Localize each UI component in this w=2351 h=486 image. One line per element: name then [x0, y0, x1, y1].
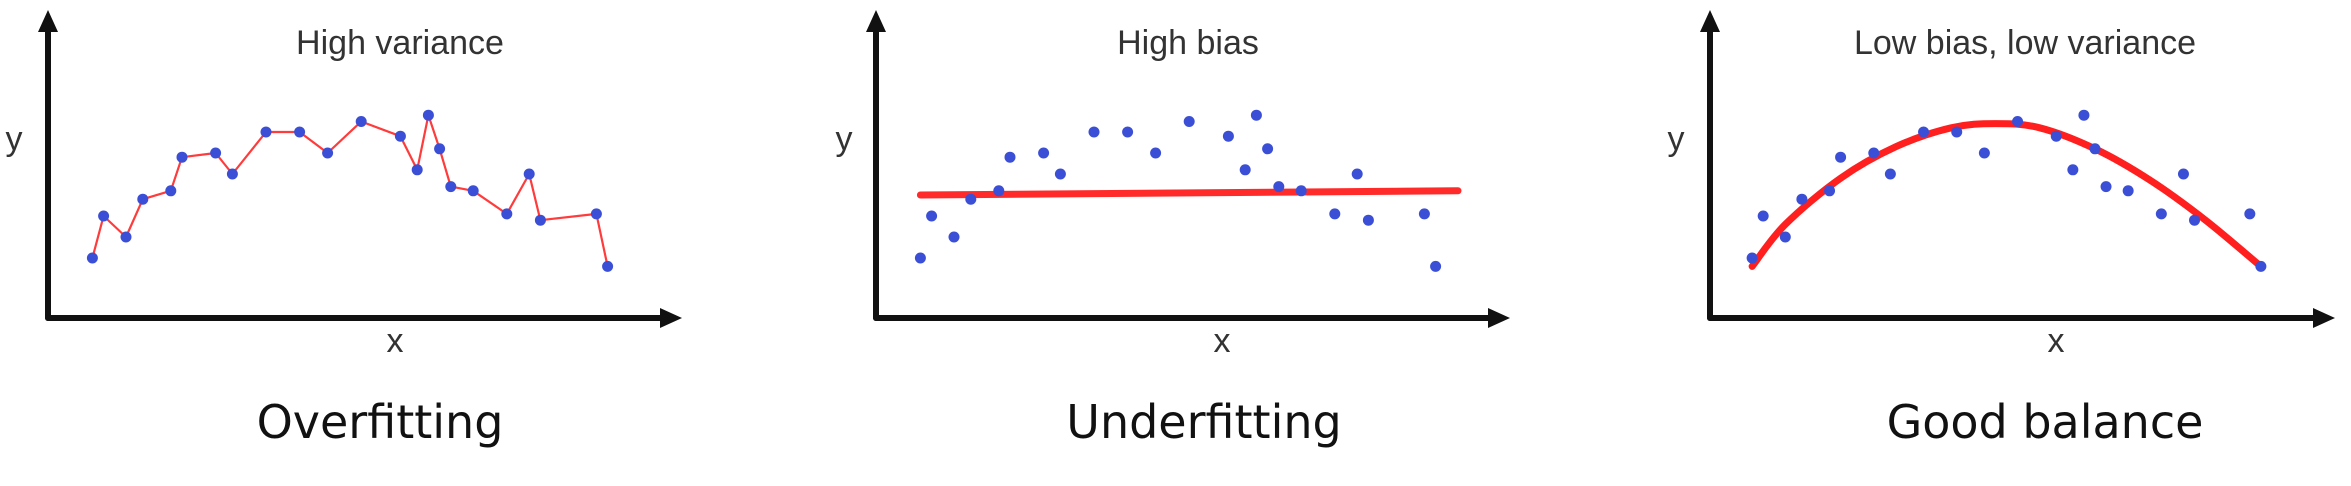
data-point [1951, 126, 1963, 138]
data-point [914, 252, 926, 264]
data-point [1122, 126, 1134, 138]
data-point [2100, 181, 2112, 193]
data-point [2244, 208, 2256, 220]
data-point [1796, 193, 1808, 205]
data-point [2089, 143, 2101, 155]
data-point [1329, 208, 1341, 220]
data-point [2255, 260, 2267, 272]
data-point [1351, 168, 1363, 180]
panel-caption: Underfitting [1066, 395, 1341, 449]
data-point [294, 126, 306, 138]
panel-caption: Good balance [1887, 395, 2204, 449]
data-point [2012, 116, 2024, 127]
panel-good-balance: Low bias, low variance y x Good balance [1668, 10, 2335, 449]
data-point [1824, 185, 1836, 197]
y-axis-label: y [1668, 120, 1685, 158]
data-point [2122, 185, 2134, 197]
data-point [2189, 214, 2201, 226]
plot-area [1746, 109, 2267, 272]
data-point [1239, 164, 1251, 176]
y-axis-label: y [836, 120, 853, 158]
plot-area [914, 109, 1462, 272]
panel-title: High bias [1117, 24, 1259, 62]
data-point [1746, 252, 1758, 264]
data-point [355, 116, 367, 127]
panel-underfitting: High bias y x Underfitting [836, 10, 1510, 449]
data-point [590, 208, 602, 220]
panel-caption: Overfitting [257, 395, 504, 449]
x-axis-arrow [1488, 308, 1510, 328]
data-point [467, 185, 479, 197]
data-point [411, 164, 423, 176]
fit-line [916, 187, 1462, 199]
data-point [1038, 147, 1050, 159]
panel-overfitting: High variance y x Overfitting [6, 10, 682, 449]
data-point [422, 109, 434, 121]
data-point [1779, 231, 1791, 243]
data-point [1835, 151, 1847, 163]
plot-area [86, 109, 614, 272]
data-point [1418, 208, 1430, 220]
data-point [523, 168, 535, 180]
data-point [1918, 126, 1930, 138]
data-point [993, 185, 1005, 197]
panel-title: Low bias, low variance [1854, 24, 2196, 62]
x-axis-label: x [1214, 322, 1231, 360]
data-point [260, 126, 272, 138]
data-point [948, 231, 960, 243]
data-point [602, 260, 614, 272]
fit-line [1748, 120, 2265, 270]
panel-title: High variance [296, 24, 504, 62]
data-point [1150, 147, 1162, 159]
data-point [176, 151, 188, 163]
x-axis-label: x [2048, 322, 2065, 360]
data-point [1054, 168, 1066, 180]
data-point [86, 252, 98, 264]
data-point [120, 231, 132, 243]
data-point [137, 193, 149, 205]
data-point [226, 168, 238, 180]
data-point [434, 143, 446, 155]
data-point [1884, 168, 1896, 180]
data-point [394, 130, 406, 142]
data-point [1362, 214, 1374, 226]
data-point [2155, 208, 2167, 220]
x-axis-label: x [387, 322, 404, 360]
y-axis-arrow [1700, 10, 1720, 32]
data-point [1004, 151, 1016, 163]
data-point [534, 214, 546, 226]
data-point [1088, 126, 1100, 138]
data-point [926, 210, 938, 222]
data-point [1978, 147, 1990, 159]
data-point [1273, 181, 1285, 193]
data-point [1295, 185, 1307, 197]
x-axis-arrow [2313, 308, 2335, 328]
data-point [210, 147, 222, 159]
data-point [2067, 164, 2079, 176]
data-point [2078, 109, 2090, 121]
data-point [501, 208, 513, 220]
data-point [965, 193, 977, 205]
y-axis-arrow [866, 10, 886, 32]
data-point [1262, 143, 1274, 155]
y-axis-label: y [6, 120, 23, 158]
data-point [165, 185, 177, 197]
data-point [98, 210, 110, 222]
y-axis-arrow [38, 10, 58, 32]
x-axis-arrow [660, 308, 682, 328]
data-point [2177, 168, 2189, 180]
data-point [1222, 130, 1234, 142]
data-point [1430, 260, 1442, 272]
data-point [1183, 116, 1195, 127]
data-point [322, 147, 334, 159]
data-point [1757, 210, 1769, 222]
data-point [1250, 109, 1262, 121]
data-point [445, 181, 457, 193]
data-point [1868, 147, 1880, 159]
data-point [2050, 130, 2062, 142]
